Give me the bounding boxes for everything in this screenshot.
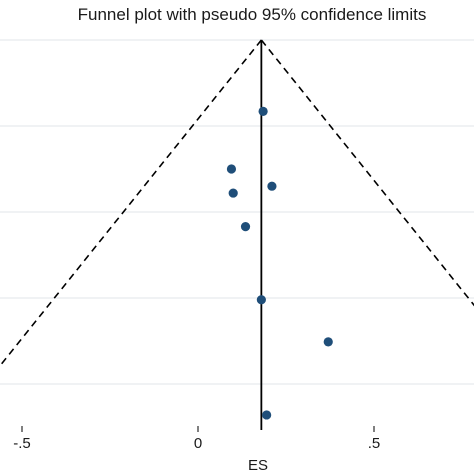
study-point-8 [262, 410, 272, 420]
study-point-3 [267, 181, 277, 191]
x-tick-label-1: 0 [194, 435, 202, 452]
study-points [226, 106, 333, 420]
x-axis: -.5 0 .5 [13, 426, 380, 452]
gridlines [0, 39, 474, 385]
chart-title: Funnel plot with pseudo 95% confidence l… [78, 5, 427, 24]
study-point-5 [240, 222, 251, 232]
funnel-right-limit [260, 39, 474, 307]
x-tick-label-0: -.5 [13, 435, 31, 452]
study-point-7 [323, 337, 333, 347]
x-tick-label-2: .5 [368, 435, 381, 452]
study-point-1 [258, 106, 268, 116]
funnel-limits [0, 39, 474, 368]
study-point-6 [256, 295, 266, 305]
study-point-2 [226, 164, 237, 174]
funnel-left-limit [0, 39, 262, 368]
x-axis-label: ES [248, 457, 268, 474]
study-point-4 [228, 188, 238, 198]
